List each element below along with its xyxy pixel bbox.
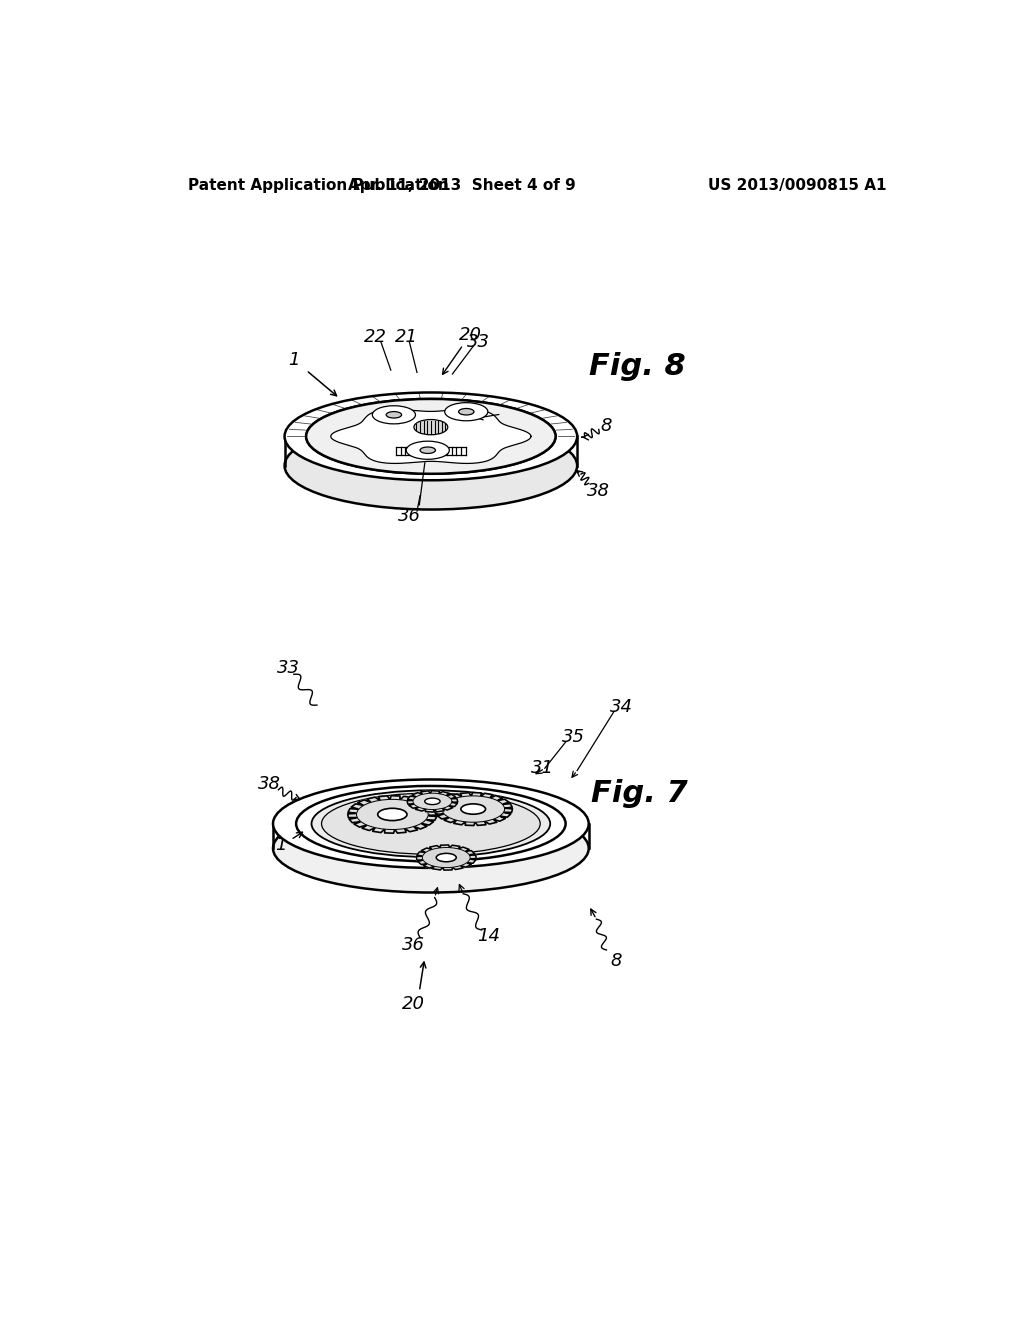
Text: 31: 31 — [531, 759, 554, 777]
Text: 33: 33 — [467, 333, 490, 351]
Polygon shape — [434, 792, 512, 825]
Ellipse shape — [420, 447, 435, 454]
Text: 1: 1 — [275, 837, 287, 854]
Ellipse shape — [373, 405, 416, 424]
Text: US 2013/0090815 A1: US 2013/0090815 A1 — [708, 178, 887, 193]
Text: 36: 36 — [397, 507, 421, 525]
Ellipse shape — [322, 793, 541, 854]
Text: 20: 20 — [460, 326, 482, 345]
Text: Apr. 11, 2013  Sheet 4 of 9: Apr. 11, 2013 Sheet 4 of 9 — [348, 178, 575, 193]
Text: 22: 22 — [364, 329, 387, 346]
Text: 35: 35 — [500, 404, 523, 421]
Text: 8: 8 — [610, 952, 622, 970]
Ellipse shape — [459, 408, 474, 414]
Text: 21: 21 — [394, 329, 418, 346]
Text: 14: 14 — [477, 927, 500, 945]
Ellipse shape — [441, 796, 505, 822]
Ellipse shape — [273, 780, 589, 867]
Ellipse shape — [425, 799, 440, 805]
Text: 20: 20 — [402, 995, 425, 1012]
Text: 8: 8 — [601, 417, 612, 436]
Ellipse shape — [422, 847, 470, 867]
Ellipse shape — [296, 785, 565, 862]
Polygon shape — [417, 845, 476, 870]
Ellipse shape — [306, 399, 556, 474]
Text: 35: 35 — [562, 729, 585, 746]
Ellipse shape — [273, 804, 589, 892]
Ellipse shape — [311, 791, 550, 857]
Text: 36: 36 — [402, 936, 425, 954]
Polygon shape — [348, 796, 437, 833]
Text: Fig. 8: Fig. 8 — [589, 352, 685, 380]
Ellipse shape — [285, 392, 578, 480]
Text: 38: 38 — [258, 775, 281, 792]
Ellipse shape — [378, 808, 407, 821]
Text: 1: 1 — [288, 351, 300, 370]
Text: 33: 33 — [276, 659, 300, 677]
Text: 38: 38 — [587, 482, 610, 500]
Text: Patent Application Publication: Patent Application Publication — [188, 178, 450, 193]
Ellipse shape — [285, 422, 578, 510]
Ellipse shape — [444, 403, 487, 421]
Ellipse shape — [407, 441, 450, 459]
Ellipse shape — [386, 412, 401, 418]
Ellipse shape — [461, 804, 485, 814]
Polygon shape — [331, 409, 531, 463]
Text: Fig. 7: Fig. 7 — [591, 779, 688, 808]
Ellipse shape — [413, 793, 452, 809]
Ellipse shape — [414, 420, 447, 434]
Ellipse shape — [306, 399, 556, 474]
Ellipse shape — [356, 800, 428, 829]
Text: 34: 34 — [610, 698, 633, 715]
Polygon shape — [407, 791, 458, 812]
Ellipse shape — [436, 853, 457, 862]
